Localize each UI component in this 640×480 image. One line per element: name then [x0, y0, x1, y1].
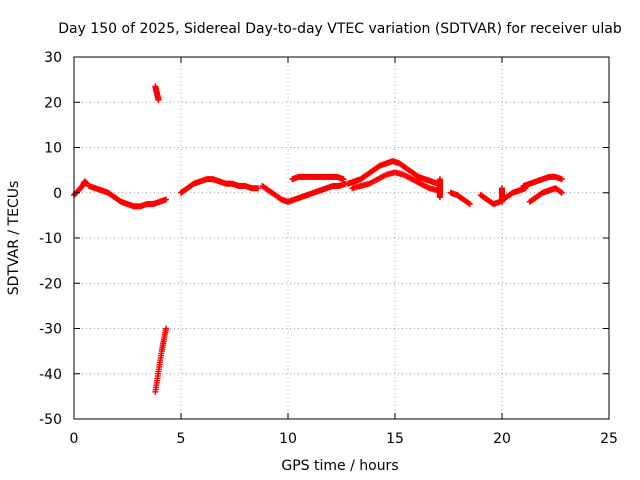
data-point [465, 200, 472, 207]
y-tick-label: 20 [44, 95, 62, 111]
x-tick-label: 25 [600, 431, 618, 447]
x-tick-label: 0 [70, 431, 79, 447]
data-point [340, 176, 347, 183]
x-tick-label: 20 [493, 431, 511, 447]
y-tick-label: -50 [39, 412, 62, 428]
data-point [163, 196, 170, 203]
data-point [155, 96, 162, 103]
chart-title: Day 150 of 2025, Sidereal Day-to-day VTE… [58, 21, 622, 37]
data-point [499, 185, 505, 192]
y-tick-label: -40 [39, 367, 62, 383]
data-point [163, 325, 170, 332]
y-tick-label: 30 [44, 50, 62, 66]
y-tick-label: -30 [39, 322, 62, 338]
y-tick-label: 0 [53, 186, 62, 202]
data-point [255, 185, 262, 192]
data-point [558, 176, 565, 183]
data-point [466, 201, 473, 208]
data-point [557, 188, 564, 195]
y-axis-label: SDTVAR / TECUs [6, 181, 22, 296]
grid-lines [74, 57, 609, 419]
data-point [436, 176, 443, 183]
y-tick-label: -20 [39, 276, 62, 292]
axis-ticks: 0 5 10 15 20 25 -50 -40 -30 -20 -10 0 10 20 30 [39, 50, 618, 447]
x-axis-label: GPS time / hours [281, 458, 398, 474]
data-points [71, 83, 565, 395]
x-tick-label: 5 [177, 431, 186, 447]
y-tick-label: 10 [44, 141, 62, 157]
data-point [558, 189, 565, 196]
x-tick-label: 10 [279, 431, 297, 447]
y-tick-label: -10 [39, 231, 62, 247]
x-tick-label: 15 [386, 431, 404, 447]
